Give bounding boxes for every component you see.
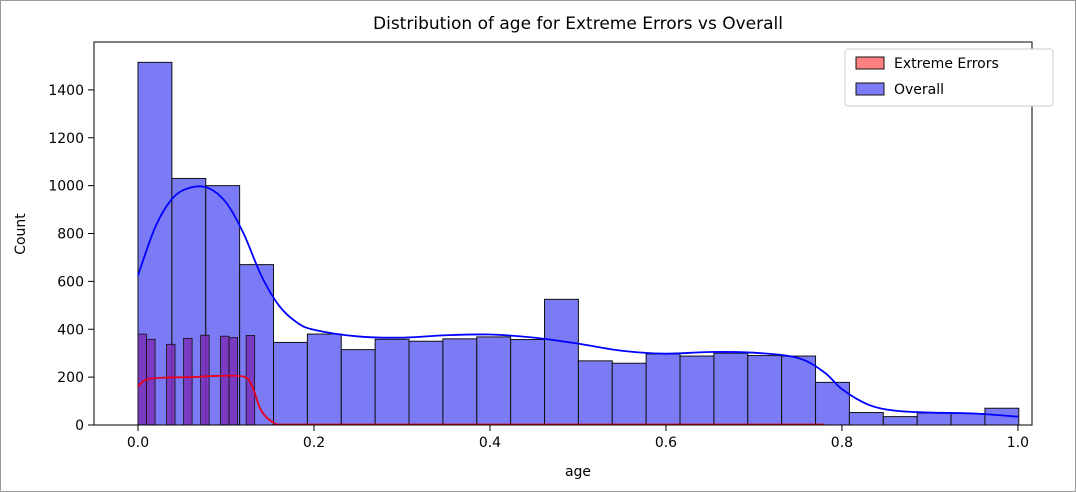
y-tick-label-5: 1000 bbox=[48, 179, 84, 195]
y-tick-label-2: 400 bbox=[57, 322, 84, 338]
overall-bar-4 bbox=[273, 341, 308, 426]
overall-kde-line bbox=[137, 185, 1018, 418]
legend-label-extreme-errors: Extreme Errors bbox=[894, 56, 999, 72]
y-axis-label: Count bbox=[13, 213, 29, 255]
y-tick-label-7: 1400 bbox=[48, 83, 84, 99]
overall-bar-23 bbox=[916, 412, 952, 426]
overall-bar-24 bbox=[950, 413, 986, 426]
y-tick-label-1: 200 bbox=[57, 370, 84, 386]
y-tick-label-4: 800 bbox=[57, 227, 84, 243]
legend-swatch-overall bbox=[855, 82, 885, 96]
legend-label-overall: Overall bbox=[894, 82, 944, 98]
legend-swatch-extreme-errors bbox=[855, 56, 885, 70]
overall-bar-11 bbox=[510, 339, 546, 426]
x-axis-label: age bbox=[565, 464, 591, 480]
overall-bar-21 bbox=[848, 412, 884, 426]
overall-bar-9 bbox=[442, 338, 478, 426]
extreme-error-bar-2 bbox=[166, 343, 176, 426]
y-tick-label-6: 1200 bbox=[48, 131, 84, 147]
overall-bar-6 bbox=[340, 349, 376, 426]
overall-bar-10 bbox=[476, 336, 512, 426]
x-tick-label-0: 0.0 bbox=[127, 435, 149, 451]
chart-title: Distribution of age for Extreme Errors v… bbox=[373, 14, 783, 34]
overall-bar-5 bbox=[306, 333, 342, 426]
overall-bar-20 bbox=[815, 381, 850, 426]
extreme-error-bar-3 bbox=[183, 337, 193, 426]
overall-bars bbox=[137, 61, 1020, 426]
x-tick-label-4: 0.8 bbox=[831, 435, 853, 451]
y-tick-label-0: 0 bbox=[75, 418, 84, 434]
x-tick-label-2: 0.4 bbox=[479, 435, 501, 451]
overall-bar-12 bbox=[544, 298, 579, 426]
overall-bar-17 bbox=[713, 352, 749, 426]
legend-box bbox=[844, 48, 1054, 107]
extreme-error-bar-7 bbox=[245, 335, 256, 426]
extreme-error-bar-6 bbox=[228, 337, 239, 426]
legend: Extreme Errors Overall bbox=[844, 48, 1054, 107]
overall-bar-14 bbox=[611, 362, 647, 426]
overall-bar-15 bbox=[645, 353, 681, 426]
overall-bar-1 bbox=[171, 177, 207, 426]
extreme-error-bar-5 bbox=[220, 335, 230, 426]
overall-bar-7 bbox=[374, 338, 410, 426]
extreme-error-bar-1 bbox=[146, 338, 156, 426]
overall-bar-13 bbox=[577, 360, 613, 426]
x-tick-label-5: 1.0 bbox=[1007, 435, 1029, 451]
overall-bar-16 bbox=[679, 355, 715, 426]
x-axis-ticks: 0.0 0.2 0.4 0.6 0.8 1.0 bbox=[127, 425, 1029, 451]
y-axis-ticks: 0 200 400 600 800 1000 1200 1400 bbox=[48, 83, 94, 434]
overall-bar-8 bbox=[408, 340, 444, 426]
x-tick-label-3: 0.6 bbox=[655, 435, 677, 451]
overall-bar-19 bbox=[781, 355, 817, 426]
extreme-error-bar-4 bbox=[200, 334, 210, 426]
x-tick-label-1: 0.2 bbox=[303, 435, 325, 451]
y-tick-label-3: 600 bbox=[57, 274, 84, 290]
overall-bar-22 bbox=[882, 416, 918, 426]
overall-bar-18 bbox=[747, 355, 783, 426]
